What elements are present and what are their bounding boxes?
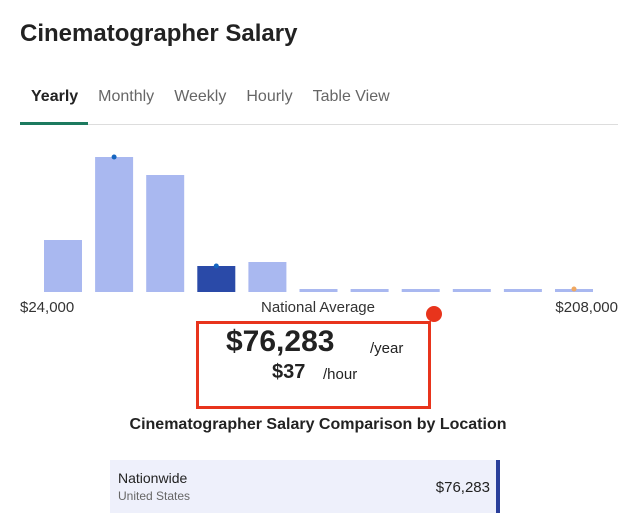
yearly-salary: $76,283 bbox=[226, 325, 335, 358]
x-min-label: $24,000 bbox=[20, 299, 74, 316]
flag-icon[interactable] bbox=[426, 306, 442, 322]
bar bbox=[401, 289, 440, 292]
x-max-label: $208,000 bbox=[555, 299, 618, 316]
comparison-row: Nationwide United States $76,283 bbox=[110, 460, 500, 513]
location: Nationwide bbox=[118, 470, 188, 486]
tab[interactable]: Table View bbox=[312, 88, 390, 105]
comparison-title: Cinematographer Salary Comparison by Loc… bbox=[129, 416, 507, 433]
hourly-unit: /hour bbox=[323, 366, 358, 383]
row-salary: $76,283 bbox=[435, 479, 490, 496]
page-title: Cinematographer Salary bbox=[20, 20, 298, 47]
tab[interactable]: Hourly bbox=[246, 88, 293, 105]
bar bbox=[350, 289, 389, 292]
bar bbox=[452, 289, 491, 292]
bar bbox=[95, 157, 134, 292]
bar-dot bbox=[571, 286, 577, 292]
bar bbox=[248, 262, 287, 292]
bar bbox=[44, 240, 82, 292]
bar bbox=[503, 289, 542, 292]
bar-dot bbox=[111, 154, 117, 160]
bar bbox=[146, 175, 185, 292]
tab[interactable]: Monthly bbox=[98, 88, 155, 105]
tab[interactable]: Yearly bbox=[20, 80, 89, 125]
hourly-salary: $37 bbox=[272, 361, 306, 383]
tab-bar: Yearly Monthly Weekly Hourly Table View bbox=[20, 80, 618, 125]
x-center-label: National Average bbox=[261, 299, 375, 316]
bar bbox=[299, 289, 338, 292]
region: United States bbox=[118, 489, 191, 503]
highlight-box bbox=[196, 321, 431, 409]
yearly-unit: /year bbox=[370, 340, 404, 357]
bar bbox=[197, 266, 236, 292]
bar-dot bbox=[213, 263, 219, 269]
tab[interactable]: Weekly bbox=[174, 88, 227, 105]
